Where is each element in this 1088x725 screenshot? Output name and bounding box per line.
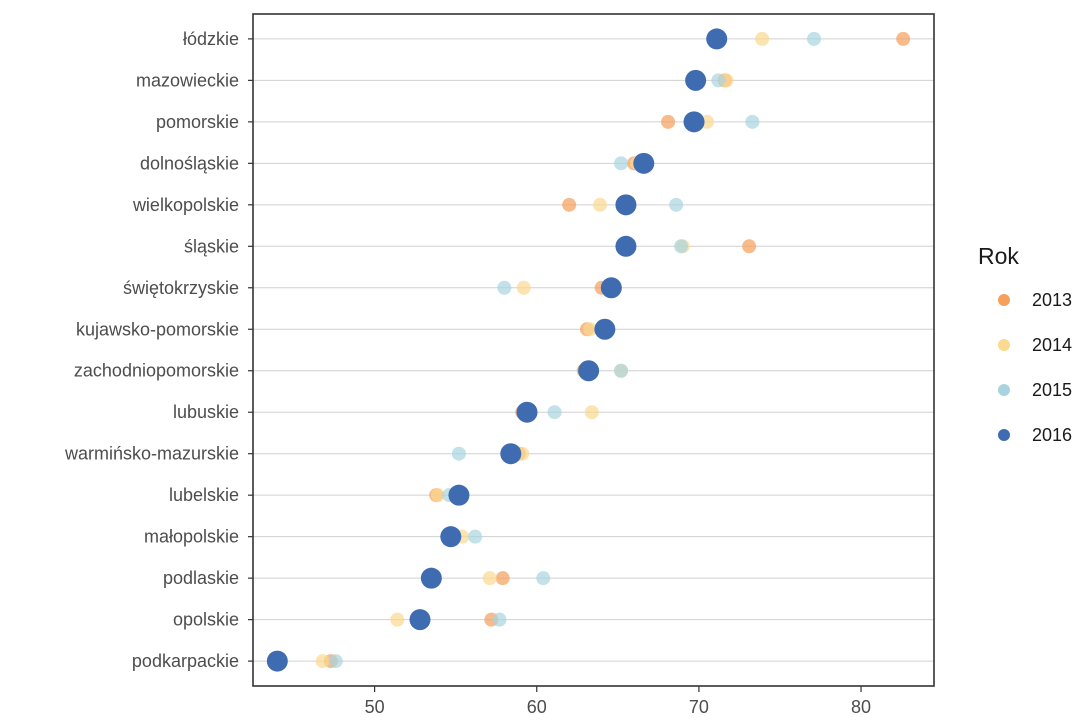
legend-key-2014 [998,339,1010,351]
point-2014 [755,31,770,46]
point-2015 [711,73,726,88]
point-2016 [578,360,600,382]
point-2014 [516,280,531,295]
axis-layer: łódzkie mazowieckie pomorskie dolnośląskie w… [64,29,871,717]
legend-label: 2015 [1032,380,1072,400]
point-2014 [430,488,445,503]
point-2016 [409,609,431,631]
point-2015 [674,239,689,254]
y-tick-label: kujawsko-pomorskie [76,319,239,339]
y-tick-label: małopolskie [144,527,239,547]
point-2016 [440,526,462,548]
y-tick-label: podlaskie [163,568,239,588]
point-2015 [745,114,760,129]
legend-title: Rok [978,243,1019,269]
point-2015 [536,571,551,586]
point-2016 [516,401,538,423]
point-2016 [420,567,442,589]
x-tick-label: 50 [365,697,385,717]
legend-key-2013 [998,294,1010,306]
point-2015 [468,529,483,544]
point-2014 [583,322,598,337]
legend-label: 2014 [1032,335,1072,355]
y-tick-label: opolskie [173,610,239,630]
y-tick-label: zachodniopomorskie [74,361,239,381]
legend-key-2015 [998,384,1010,396]
point-2014 [390,612,405,627]
point-2016 [706,28,728,50]
point-2013 [896,31,911,46]
point-2015 [614,156,629,171]
point-2015 [547,405,562,420]
point-2016 [683,111,705,133]
point-2015 [328,654,343,669]
legend-label: 2013 [1032,290,1072,310]
point-2016 [600,277,622,299]
grid-layer [253,38,934,662]
point-2013 [495,571,510,586]
point-2015 [497,280,512,295]
y-tick-label: śląskie [184,236,239,256]
point-2016 [685,69,707,91]
point-2016 [594,318,616,340]
point-2016 [615,235,637,257]
legend-key-2016 [998,429,1010,441]
point-2015 [614,363,629,378]
y-tick-label: mazowieckie [136,70,239,90]
x-tick-label: 70 [689,697,709,717]
x-tick-label: 60 [527,697,547,717]
point-2016 [448,484,470,506]
y-tick-label: wielkopolskie [132,195,239,215]
y-tick-label: lubuskie [173,402,239,422]
points-layer [266,28,911,672]
y-tick-label: podkarpackie [132,651,239,671]
y-tick-label: warmińsko-mazurskie [64,444,239,464]
point-2015 [451,446,466,461]
y-tick-label: świętokrzyskie [123,278,239,298]
point-2016 [633,152,655,174]
point-2013 [562,197,577,212]
point-2014 [584,405,599,420]
point-2014 [315,654,330,669]
point-2015 [669,197,684,212]
legend-label: 2016 [1032,425,1072,445]
plot-panel-border [252,13,935,687]
legend: Rok 2013 2014 2015 2016 [978,243,1072,445]
point-2016 [266,650,288,672]
point-2016 [500,443,522,465]
point-2014 [482,571,497,586]
y-tick-label: dolnośląskie [140,153,239,173]
point-2015 [807,31,822,46]
y-tick-label: łódzkie [183,29,239,49]
y-tick-label: pomorskie [156,112,239,132]
point-2013 [661,114,676,129]
y-tick-label: lubelskie [169,485,239,505]
point-2014 [592,197,607,212]
point-2015 [492,612,507,627]
point-2013 [742,239,757,254]
point-2016 [615,194,637,216]
x-tick-label: 80 [851,697,871,717]
